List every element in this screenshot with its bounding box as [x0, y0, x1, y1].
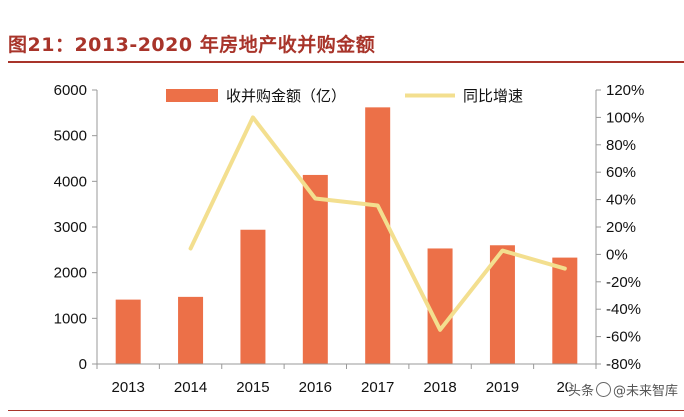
- right-tick-label: 40%: [606, 192, 636, 209]
- right-tick-label: -80%: [606, 356, 641, 373]
- line-point: [190, 248, 192, 250]
- line-point: [314, 198, 316, 200]
- left-tick-label: 4000: [54, 173, 87, 190]
- legend: 收并购金额（亿） 同比增速: [166, 87, 523, 105]
- legend-line-label: 同比增速: [463, 87, 523, 105]
- watermark-brand: @未来智库: [613, 384, 679, 399]
- watermark: 头条 @未来智库: [568, 380, 679, 399]
- right-tick-label: -40%: [606, 301, 641, 318]
- x-tick-label: 2015: [236, 379, 269, 396]
- left-axis: 0 1000 2000 3000 4000 5000 6000: [54, 82, 98, 373]
- chart-title: 图21：2013-2020 年房地产收并购金额: [8, 34, 376, 56]
- legend-bar-label: 收并购金额（亿）: [226, 87, 346, 105]
- left-tick-label: 6000: [54, 82, 87, 99]
- bar-series: [115, 107, 578, 364]
- title-rule: [8, 61, 684, 63]
- bar: [115, 299, 141, 364]
- x-tick-label: 2019: [486, 379, 519, 396]
- logo-icon: [596, 382, 612, 397]
- right-axis: -80% -60% -40% -20% 0% 20% 40% 60% 80% 100% 120%: [595, 82, 644, 373]
- left-tick-label: 1000: [54, 310, 87, 327]
- bar: [302, 174, 328, 364]
- right-tick-label: 80%: [606, 137, 636, 154]
- line-point: [377, 204, 379, 206]
- line-point: [501, 250, 503, 252]
- line-point: [439, 329, 441, 331]
- right-tick-label: 120%: [606, 82, 644, 99]
- legend-bar-swatch: [166, 89, 218, 102]
- left-tick-label: 3000: [54, 219, 87, 236]
- right-tick-label: -60%: [606, 329, 641, 346]
- watermark-prefix: 头条: [568, 384, 595, 399]
- bar: [240, 229, 266, 364]
- left-tick-label: 5000: [54, 128, 87, 145]
- x-tick-label: 2018: [423, 379, 456, 396]
- line-series: [188, 115, 567, 332]
- left-tick-label: 0: [79, 356, 87, 373]
- right-tick-label: 60%: [606, 164, 636, 181]
- bar: [365, 107, 391, 364]
- bar: [427, 248, 453, 364]
- right-tick-label: 100%: [606, 109, 644, 126]
- bar: [178, 296, 204, 364]
- x-tick-label: 2016: [299, 379, 332, 396]
- bar: [489, 245, 515, 364]
- right-tick-label: -20%: [606, 274, 641, 291]
- line-point: [564, 268, 566, 270]
- x-tick-label: 2014: [174, 379, 207, 396]
- line-point: [252, 116, 254, 118]
- left-tick-label: 2000: [54, 265, 87, 282]
- x-tick-label: 2017: [361, 379, 394, 396]
- bar: [552, 257, 578, 364]
- right-tick-label: 20%: [606, 219, 636, 236]
- x-tick-label: 2013: [112, 379, 145, 396]
- x-axis: 2013 2014 2015 2016 2017 2018 2019 20: [96, 363, 597, 396]
- right-tick-label: 0%: [606, 246, 628, 263]
- bottom-rule: [8, 410, 684, 411]
